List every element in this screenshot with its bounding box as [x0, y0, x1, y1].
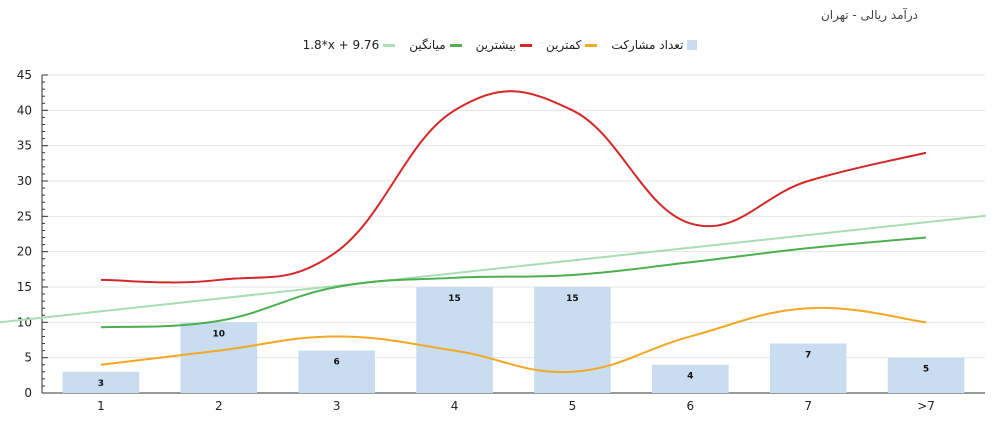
- x-tick-label: 4: [451, 399, 459, 413]
- bar: [534, 287, 611, 393]
- max-series-line: [100, 90, 927, 284]
- bar-data-label: 15: [566, 294, 579, 304]
- bar: [652, 364, 729, 393]
- x-tick-label: 6: [686, 399, 694, 413]
- y-tick-label: 25: [17, 209, 32, 223]
- y-tick-label: 10: [17, 315, 32, 329]
- legend-label-trend: 1.8*x + 9.76: [302, 38, 380, 52]
- bar-data-label: 7: [805, 351, 811, 361]
- bar: [769, 343, 847, 393]
- legend-swatch-participation: [687, 40, 698, 50]
- avg-series-line: [100, 236, 927, 329]
- y-tick-label: 20: [17, 245, 32, 259]
- bar: [62, 371, 140, 393]
- legend-label-avg: میانگین: [409, 38, 446, 52]
- y-tick-label: 0: [24, 386, 32, 400]
- x-tick-label: 2: [215, 399, 223, 413]
- bar-data-label: 3: [98, 379, 104, 389]
- min-series-line: [100, 306, 927, 374]
- bar: [416, 287, 493, 393]
- legend-item-trend[interactable]: 1.8*x + 9.76: [303, 38, 396, 52]
- x-tick-label: 1: [97, 399, 105, 413]
- legend-item-participation[interactable]: تعداد مشارکت: [611, 38, 698, 52]
- y-tick-label: 15: [17, 280, 32, 294]
- legend-swatch-min: [585, 43, 598, 47]
- legend-label-max: بیشترین: [475, 38, 517, 52]
- y-tick-label: 5: [24, 351, 32, 365]
- bar-data-label: 5: [923, 365, 929, 375]
- legend-swatch-max: [520, 43, 533, 47]
- x-tick-label: 7: [804, 399, 812, 413]
- chart-title: درآمد ریالی - تهران: [820, 8, 918, 22]
- y-tick-label: 35: [17, 139, 32, 153]
- y-tick-label: 30: [17, 174, 32, 188]
- bar-data-label: 10: [213, 329, 226, 339]
- bar: [298, 350, 375, 393]
- x-tick-label: >7: [917, 399, 935, 413]
- bar: [887, 357, 965, 393]
- legend-label-participation: تعداد مشارکت: [611, 38, 684, 52]
- trendline: [0, 214, 986, 324]
- legend-item-min[interactable]: کمترین: [546, 38, 598, 52]
- x-tick-label: 3: [333, 399, 341, 413]
- y-tick-label: 40: [17, 103, 32, 117]
- bar-data-label: 6: [334, 358, 340, 368]
- legend-swatch-trend: [383, 43, 396, 47]
- legend-item-avg[interactable]: میانگین: [409, 38, 462, 52]
- bar-data-label: 15: [448, 294, 461, 304]
- legend-label-min: کمترین: [546, 38, 582, 52]
- bar-data-label: 4: [687, 372, 693, 382]
- legend-item-max[interactable]: بیشترین: [475, 38, 533, 52]
- legend-swatch-avg: [449, 43, 462, 47]
- x-tick-label: 5: [569, 399, 577, 413]
- bar: [180, 322, 258, 393]
- chart-legend: تعداد مشارکت کمترین بیشترین میانگین 1.8*…: [0, 38, 1000, 52]
- y-tick-label: 45: [17, 68, 32, 82]
